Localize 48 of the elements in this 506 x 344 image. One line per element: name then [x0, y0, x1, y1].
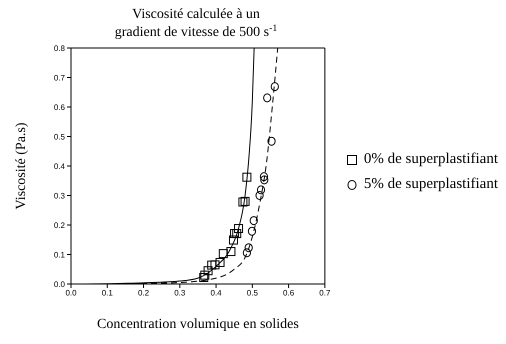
chart-title: Viscosité calculée à un gradient de vitesse de 500 s$^{-1}$: [114, 7, 278, 40]
y-tick-label: 0.7: [54, 73, 66, 82]
y-tick-label: 0.0: [54, 280, 66, 289]
y-tick-label: 0.8: [54, 44, 66, 53]
point: [260, 175, 268, 184]
x-tick-label: 0.2: [138, 288, 150, 298]
point: [228, 236, 238, 245]
point: [210, 260, 220, 270]
x-axis-title: Concentration volumique en solides: [97, 317, 299, 332]
x-tick-label: 0.3: [174, 288, 186, 298]
point: [240, 196, 250, 206]
point: [270, 82, 279, 92]
y-tick-label: 0.4: [54, 162, 66, 171]
point: [242, 172, 252, 182]
point: [255, 191, 264, 200]
point: [207, 260, 216, 270]
point: [226, 247, 236, 256]
point: [267, 136, 276, 146]
point: [263, 93, 272, 102]
point: [250, 216, 258, 226]
point: [244, 243, 253, 252]
legend-label: 0% de superplastifiant: [364, 151, 498, 168]
point: [199, 273, 208, 282]
point: [218, 249, 228, 258]
point: [230, 229, 240, 238]
point: [216, 258, 225, 267]
point: [260, 172, 268, 182]
y-tick-label: 0.6: [54, 102, 66, 112]
point: [234, 224, 244, 234]
point: [200, 270, 210, 280]
x-tick-label: 0.7: [319, 288, 331, 298]
x-tick-label: 0.1: [102, 288, 114, 298]
y-tick-label: 0.5: [54, 132, 66, 142]
point: [248, 226, 256, 236]
legend-label: 5% de superplastifiant: [364, 176, 498, 193]
y-axis-title: Viscosité (Pa.s): [14, 122, 29, 210]
y-tick-label: 0.1: [54, 250, 66, 260]
y-tick-label: 0.3: [54, 191, 66, 200]
point: [204, 266, 213, 276]
x-tick-label: 0.5: [246, 288, 258, 298]
point: [256, 185, 266, 194]
x-tick-label: 0.4: [210, 288, 222, 298]
point: [238, 197, 248, 206]
x-tick-label: 0.0: [65, 288, 78, 298]
x-tick-label: 0.6: [283, 288, 295, 298]
point: [242, 248, 251, 258]
y-tick-label: 0.2: [54, 220, 66, 230]
point: [232, 229, 242, 238]
